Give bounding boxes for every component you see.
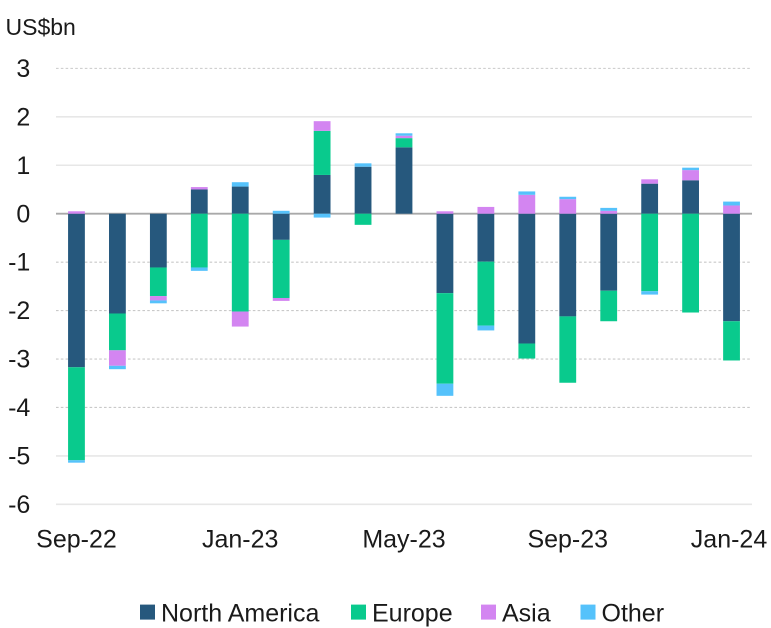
svg-text:-1: -1	[8, 249, 30, 277]
svg-text:US$bn: US$bn	[6, 14, 76, 40]
svg-text:-5: -5	[8, 443, 30, 471]
svg-text:Europe: Europe	[372, 599, 453, 627]
svg-text:1: 1	[16, 152, 30, 180]
svg-text:Asia: Asia	[502, 599, 551, 627]
svg-text:Other: Other	[602, 599, 665, 627]
svg-text:2: 2	[16, 103, 30, 131]
svg-text:-6: -6	[8, 491, 30, 519]
svg-text:0: 0	[16, 200, 30, 228]
svg-text:-2: -2	[8, 297, 30, 325]
svg-text:Sep-23: Sep-23	[527, 525, 608, 553]
svg-text:-4: -4	[8, 394, 30, 422]
svg-text:North America: North America	[161, 599, 319, 627]
svg-text:3: 3	[16, 55, 30, 83]
svg-text:Jan-24: Jan-24	[691, 525, 768, 553]
svg-text:Jan-23: Jan-23	[202, 525, 278, 553]
svg-text:May-23: May-23	[362, 525, 445, 553]
svg-text:-3: -3	[8, 346, 30, 374]
svg-text:Sep-22: Sep-22	[36, 525, 117, 553]
